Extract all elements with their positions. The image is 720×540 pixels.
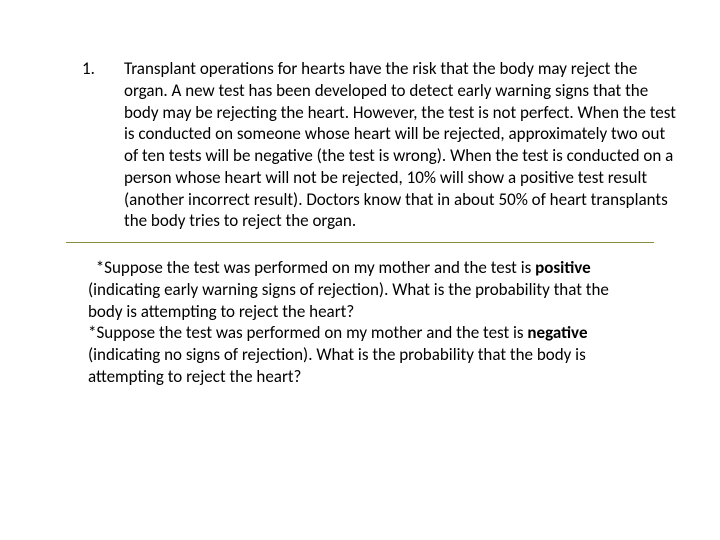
divider-line xyxy=(66,242,654,243)
page-container: 1. Transplant operations for hearts have… xyxy=(0,0,720,428)
item-body: Transplant operations for hearts have th… xyxy=(124,58,676,232)
numbered-item: 1. Transplant operations for hearts have… xyxy=(44,58,676,232)
q2-lead: *Suppose the test was performed on my mo… xyxy=(88,322,527,343)
q2-rest: (indicating no signs of rejection). What… xyxy=(88,344,586,387)
q2-bold: negative xyxy=(527,322,587,343)
q1-lead: *Suppose the test was performed on my mo… xyxy=(88,257,535,278)
question-2: *Suppose the test was performed on my mo… xyxy=(88,322,632,387)
q1-bold: positive xyxy=(535,257,591,278)
q1-rest: (indicating early warning signs of rejec… xyxy=(88,279,609,322)
question-1: *Suppose the test was performed on my mo… xyxy=(88,257,632,322)
item-number: 1. xyxy=(44,58,124,80)
question-block: *Suppose the test was performed on my mo… xyxy=(88,257,632,388)
